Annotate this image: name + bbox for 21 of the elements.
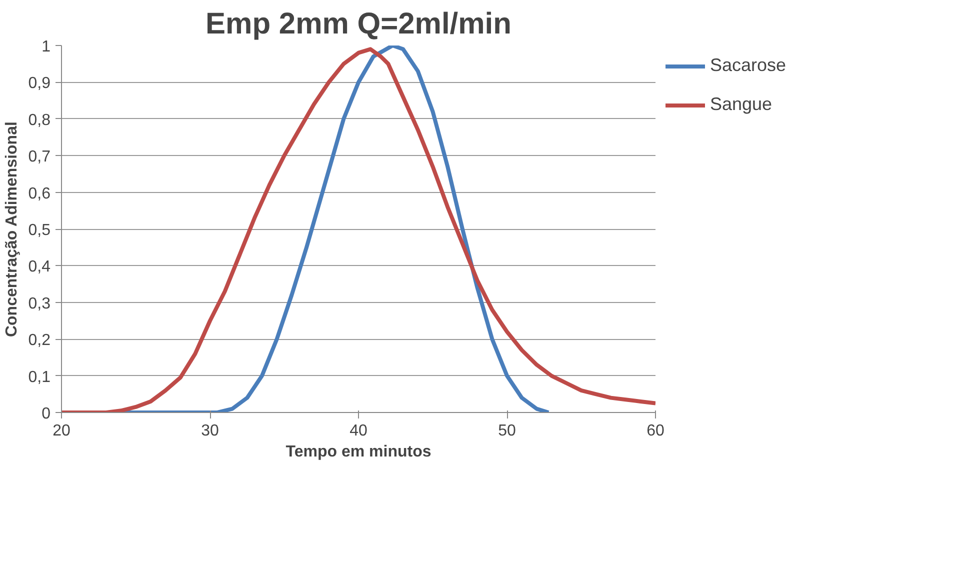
x-tick-label: 60 — [646, 422, 664, 440]
legend-label: Sangue — [710, 94, 774, 115]
y-tick-label: 0,1 — [28, 368, 51, 386]
x-tick-label: 30 — [201, 422, 219, 440]
chart-title: Emp 2mm Q=2ml/min — [206, 8, 512, 40]
legend-label: Sacarose — [710, 55, 788, 76]
y-tick-label: 0,2 — [28, 332, 51, 350]
y-tick-label: 0,9 — [28, 75, 51, 92]
y-tick-label: 0,6 — [28, 185, 51, 202]
y-tick-label: 0,5 — [28, 222, 51, 239]
y-tick-label: 1 — [42, 38, 51, 56]
y-tick-label: 0,8 — [28, 112, 51, 129]
x-tick-label: 40 — [350, 422, 368, 440]
y-axis-title: Concentração Adimensional — [3, 122, 20, 338]
x-tick-label: 50 — [498, 422, 516, 440]
y-tick-label: 0,3 — [28, 295, 51, 312]
y-tick-label: 0 — [42, 406, 51, 422]
x-axis-title: Tempo em minutos — [286, 444, 432, 460]
x-tick-label: 20 — [52, 422, 70, 440]
y-tick-label: 0,7 — [28, 148, 51, 166]
y-tick-label: 0,4 — [28, 258, 51, 276]
